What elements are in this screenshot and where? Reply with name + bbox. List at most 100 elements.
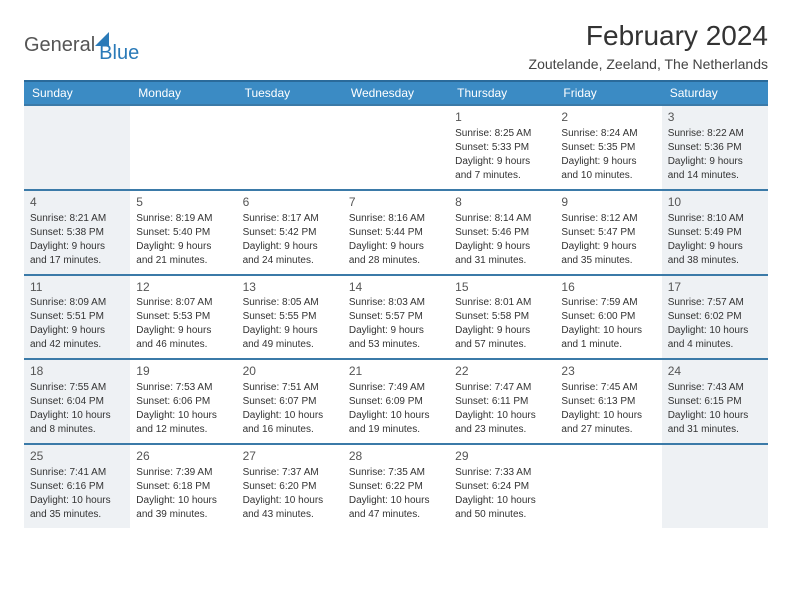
day-info-line: Daylight: 9 hours [668, 155, 762, 169]
day-info-line: Daylight: 9 hours [30, 240, 124, 254]
day-info-line: Sunrise: 8:22 AM [668, 127, 762, 141]
day-number: 27 [243, 448, 337, 465]
weekday-monday: Monday [130, 82, 236, 104]
day-info-line: Sunrise: 8:01 AM [455, 296, 549, 310]
day-info-line: Sunset: 5:57 PM [349, 310, 443, 324]
day-info-line: Daylight: 10 hours [349, 409, 443, 423]
day-number: 6 [243, 194, 337, 211]
day-info-line: and 19 minutes. [349, 423, 443, 437]
day-cell: 19Sunrise: 7:53 AMSunset: 6:06 PMDayligh… [130, 360, 236, 443]
day-cell: 4Sunrise: 8:21 AMSunset: 5:38 PMDaylight… [24, 191, 130, 274]
day-cell: 8Sunrise: 8:14 AMSunset: 5:46 PMDaylight… [449, 191, 555, 274]
day-info-line: Daylight: 10 hours [243, 494, 337, 508]
day-info-line: and 27 minutes. [561, 423, 655, 437]
day-cell: 26Sunrise: 7:39 AMSunset: 6:18 PMDayligh… [130, 445, 236, 528]
day-number: 2 [561, 109, 655, 126]
day-number: 9 [561, 194, 655, 211]
day-info-line: Sunset: 5:51 PM [30, 310, 124, 324]
logo-text-2: Blue [99, 42, 139, 65]
day-number: 29 [455, 448, 549, 465]
day-number: 28 [349, 448, 443, 465]
day-info-line: Daylight: 9 hours [243, 240, 337, 254]
day-info-line: Sunset: 5:49 PM [668, 226, 762, 240]
day-cell: 18Sunrise: 7:55 AMSunset: 6:04 PMDayligh… [24, 360, 130, 443]
page-title: February 2024 [529, 20, 768, 52]
day-info-line: Sunrise: 7:39 AM [136, 466, 230, 480]
weekday-header: Sunday Monday Tuesday Wednesday Thursday… [24, 80, 768, 104]
day-info-line: Sunrise: 7:59 AM [561, 296, 655, 310]
day-cell: 24Sunrise: 7:43 AMSunset: 6:15 PMDayligh… [662, 360, 768, 443]
day-cell: 6Sunrise: 8:17 AMSunset: 5:42 PMDaylight… [237, 191, 343, 274]
title-block: February 2024 Zoutelande, Zeeland, The N… [529, 20, 768, 72]
day-info-line: and 14 minutes. [668, 169, 762, 183]
day-info-line: Sunset: 6:02 PM [668, 310, 762, 324]
day-info-line: Sunset: 6:11 PM [455, 395, 549, 409]
day-number: 8 [455, 194, 549, 211]
day-info-line: and 31 minutes. [455, 254, 549, 268]
day-info-line: Sunrise: 8:07 AM [136, 296, 230, 310]
day-info-line: Daylight: 9 hours [668, 240, 762, 254]
day-info-line: and 1 minute. [561, 338, 655, 352]
day-info-line: and 43 minutes. [243, 508, 337, 522]
day-info-line: and 23 minutes. [455, 423, 549, 437]
day-info-line: Daylight: 9 hours [455, 240, 549, 254]
day-number: 13 [243, 279, 337, 296]
day-number: 15 [455, 279, 549, 296]
weekday-thursday: Thursday [449, 82, 555, 104]
day-info-line: Sunrise: 8:12 AM [561, 212, 655, 226]
weekday-saturday: Saturday [662, 82, 768, 104]
day-cell: 2Sunrise: 8:24 AMSunset: 5:35 PMDaylight… [555, 106, 661, 189]
day-info-line: Daylight: 10 hours [349, 494, 443, 508]
day-info-line: Sunrise: 7:55 AM [30, 381, 124, 395]
day-cell [237, 106, 343, 189]
day-info-line: Sunset: 6:00 PM [561, 310, 655, 324]
day-info-line: and 57 minutes. [455, 338, 549, 352]
day-info-line: and 17 minutes. [30, 254, 124, 268]
day-info-line: Sunset: 5:58 PM [455, 310, 549, 324]
day-info-line: Sunrise: 8:05 AM [243, 296, 337, 310]
day-info-line: Daylight: 10 hours [30, 409, 124, 423]
day-cell: 27Sunrise: 7:37 AMSunset: 6:20 PMDayligh… [237, 445, 343, 528]
day-info-line: Sunset: 6:18 PM [136, 480, 230, 494]
day-number: 18 [30, 363, 124, 380]
day-cell: 5Sunrise: 8:19 AMSunset: 5:40 PMDaylight… [130, 191, 236, 274]
day-info-line: Sunrise: 7:53 AM [136, 381, 230, 395]
weekday-friday: Friday [555, 82, 661, 104]
day-cell: 14Sunrise: 8:03 AMSunset: 5:57 PMDayligh… [343, 276, 449, 359]
day-cell [24, 106, 130, 189]
week-row: 18Sunrise: 7:55 AMSunset: 6:04 PMDayligh… [24, 358, 768, 443]
day-info-line: Daylight: 10 hours [455, 409, 549, 423]
day-info-line: and 7 minutes. [455, 169, 549, 183]
day-info-line: and 42 minutes. [30, 338, 124, 352]
day-info-line: Daylight: 9 hours [30, 324, 124, 338]
day-info-line: Daylight: 10 hours [668, 324, 762, 338]
day-cell: 17Sunrise: 7:57 AMSunset: 6:02 PMDayligh… [662, 276, 768, 359]
day-info-line: and 53 minutes. [349, 338, 443, 352]
day-info-line: and 28 minutes. [349, 254, 443, 268]
day-info-line: Sunset: 5:46 PM [455, 226, 549, 240]
day-number: 10 [668, 194, 762, 211]
day-info-line: and 16 minutes. [243, 423, 337, 437]
day-info-line: Daylight: 9 hours [136, 324, 230, 338]
day-info-line: Daylight: 10 hours [30, 494, 124, 508]
day-info-line: and 24 minutes. [243, 254, 337, 268]
day-number: 7 [349, 194, 443, 211]
day-number: 22 [455, 363, 549, 380]
day-info-line: Sunset: 6:15 PM [668, 395, 762, 409]
day-cell: 13Sunrise: 8:05 AMSunset: 5:55 PMDayligh… [237, 276, 343, 359]
day-info-line: Sunrise: 7:37 AM [243, 466, 337, 480]
day-info-line: Sunrise: 7:33 AM [455, 466, 549, 480]
day-info-line: and 49 minutes. [243, 338, 337, 352]
day-cell [555, 445, 661, 528]
day-info-line: and 46 minutes. [136, 338, 230, 352]
day-info-line: Daylight: 10 hours [561, 409, 655, 423]
day-number: 5 [136, 194, 230, 211]
location-text: Zoutelande, Zeeland, The Netherlands [529, 56, 768, 72]
week-row: 11Sunrise: 8:09 AMSunset: 5:51 PMDayligh… [24, 274, 768, 359]
day-info-line: Daylight: 9 hours [136, 240, 230, 254]
day-info-line: Daylight: 10 hours [136, 494, 230, 508]
logo: General Blue [24, 20, 139, 65]
day-info-line: Sunrise: 7:35 AM [349, 466, 443, 480]
day-info-line: Sunset: 5:42 PM [243, 226, 337, 240]
day-info-line: Sunrise: 8:21 AM [30, 212, 124, 226]
